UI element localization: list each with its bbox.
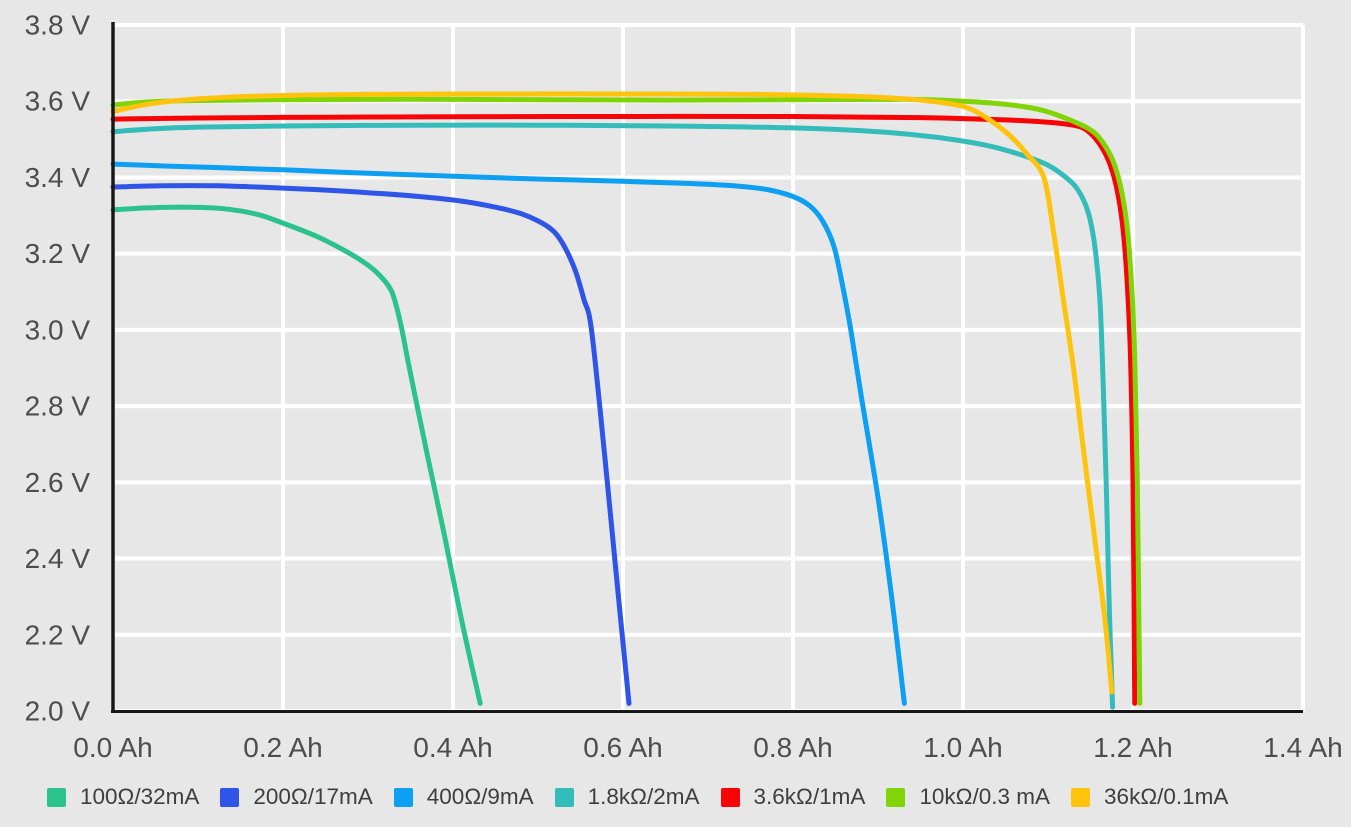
y-axis-tick-labels: 2.0 V 2.2 V 2.4 V 2.6 V 2.8 V 3.0 V 3.2 V 3.4 V…	[25, 10, 91, 727]
legend-swatch-400ohm-9ma	[393, 788, 413, 807]
legend-label: 3.6kΩ/1mA	[753, 784, 866, 810]
x-tick-label: 0.8 Ah	[753, 732, 832, 763]
series-line-10kohm-0p3ma	[110, 96, 1143, 706]
y-tick-label: 3.0 V	[25, 314, 91, 345]
y-tick-label: 2.2 V	[25, 619, 91, 650]
legend-label: 36kΩ/0.1mA	[1104, 784, 1229, 810]
legend-swatch-10kohm-0p3ma	[886, 788, 906, 807]
y-tick-label: 3.6 V	[25, 86, 91, 117]
series-lines	[110, 91, 1143, 710]
legend-item-1k8ohm-2ma: 1.8kΩ/2mA	[554, 784, 700, 810]
x-tick-label: 0.2 Ah	[243, 732, 322, 763]
y-tick-label: 2.8 V	[25, 391, 91, 422]
y-tick-label: 2.0 V	[25, 696, 91, 727]
x-axis-tick-labels: 0.0 Ah 0.2 Ah 0.4 Ah 0.6 Ah 0.8 Ah 1.0 Ah 1.2 …	[73, 732, 1342, 763]
x-tick-label: 1.0 Ah	[923, 732, 1002, 763]
series-line-1k8ohm-2ma	[110, 122, 1116, 710]
chart-plot-area: 0.0 Ah 0.2 Ah 0.4 Ah 0.6 Ah 0.8 Ah 1.0 Ah 1.2 …	[25, 10, 1343, 764]
series-line-400ohm-9ma	[110, 161, 907, 706]
chart-legend: 100Ω/32mA 200Ω/17mA 400Ω/9mA 1.8kΩ/2mA 3.6kΩ…	[0, 768, 1351, 827]
legend-label: 1.8kΩ/2mA	[587, 784, 700, 810]
legend-item-400ohm-9ma: 400Ω/9mA	[393, 784, 534, 810]
y-tick-label: 2.4 V	[25, 543, 91, 574]
legend-label: 100Ω/32mA	[80, 784, 200, 810]
series-line-200ohm-17ma	[110, 183, 632, 706]
y-tick-label: 3.8 V	[25, 10, 91, 41]
axes	[111, 22, 1303, 713]
legend-item-10kohm-0p3ma: 10kΩ/0.3 mA	[886, 786, 1050, 809]
y-tick-label: 3.2 V	[25, 238, 91, 269]
legend-label: 10kΩ/0.3 mA	[919, 784, 1051, 810]
legend-swatch-100ohm-32ma	[47, 788, 66, 807]
legend-label: 400Ω/9mA	[426, 784, 534, 810]
y-tick-label: 2.6 V	[25, 467, 91, 498]
legend-swatch-200ohm-17ma	[220, 788, 240, 807]
series-line-3k6ohm-1ma	[110, 113, 1138, 706]
legend-label: 200Ω/17mA	[253, 784, 373, 810]
legend-swatch-3k6ohm-1ma	[720, 788, 740, 807]
legend-item-3k6ohm-1ma: 3.6kΩ/1mA	[720, 784, 866, 810]
x-tick-label: 0.0 Ah	[73, 732, 152, 763]
legend-item-100ohm-32ma: 100Ω/32mA	[47, 786, 199, 809]
x-tick-label: 0.6 Ah	[583, 732, 662, 763]
legend-swatch-1k8ohm-2ma	[554, 788, 574, 807]
series-line-36kohm-0p1ma	[110, 91, 1115, 695]
x-tick-label: 1.2 Ah	[1093, 732, 1172, 763]
legend-item-200ohm-17ma: 200Ω/17mA	[220, 784, 373, 810]
x-tick-label: 0.4 Ah	[413, 732, 492, 763]
x-tick-label: 1.4 Ah	[1263, 732, 1342, 763]
legend-swatch-36kohm-0p1ma	[1071, 788, 1091, 807]
series-line-100ohm-32ma	[110, 204, 483, 706]
legend-item-36kohm-0p1ma: 36kΩ/0.1mA	[1071, 786, 1228, 809]
y-tick-label: 3.4 V	[25, 162, 91, 193]
